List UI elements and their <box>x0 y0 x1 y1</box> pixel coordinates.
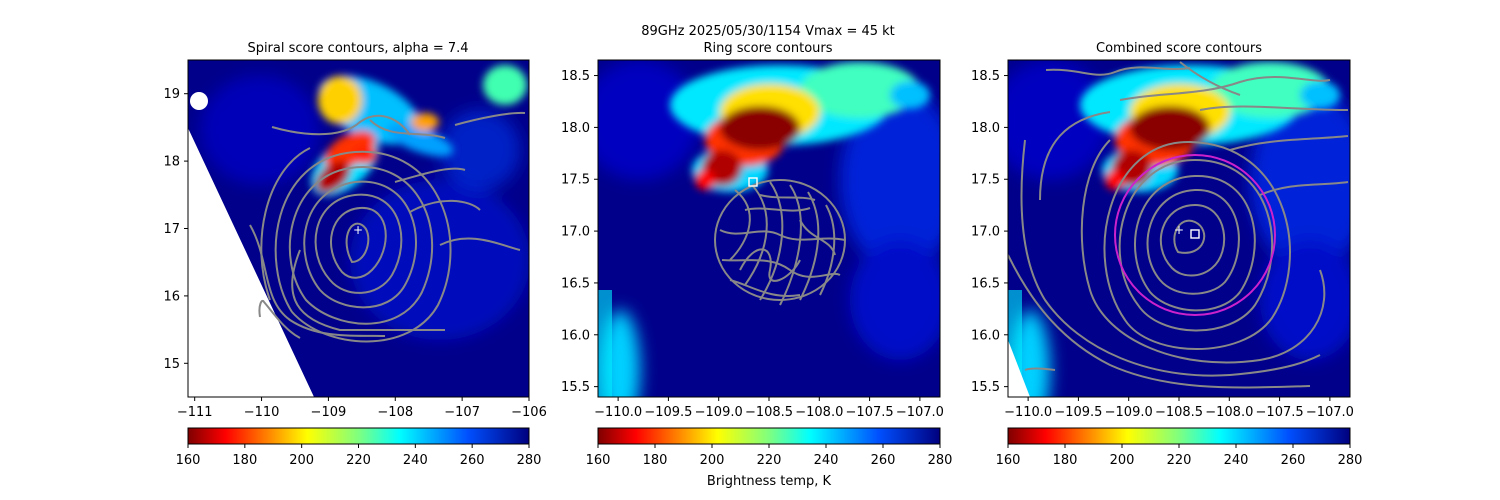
rmw-circle <box>1114 154 1276 316</box>
y-tick-label: 17.5 <box>561 173 590 188</box>
colorbar-tick-label: 160 <box>176 453 201 468</box>
x-tick-label: −111 <box>177 405 213 420</box>
colorbar-tick-label: 160 <box>586 453 611 468</box>
colorbar-tick-label: 200 <box>1110 453 1135 468</box>
x-tick-label: −107.5 <box>1256 405 1304 420</box>
colorbar-tick-label: 260 <box>871 453 896 468</box>
y-tick-label: 18.0 <box>971 121 1000 136</box>
colorbar-tick-label: 260 <box>1281 453 1306 468</box>
colorbar-label: Brightness temp, K <box>707 474 832 489</box>
x-tick-label: −107 <box>444 405 480 420</box>
x-tick-label: −107.5 <box>846 405 894 420</box>
y-tick-label: 16.0 <box>561 328 590 343</box>
y-tick-label: 15 <box>163 357 180 372</box>
panel-3-field: + <box>1008 60 1350 397</box>
ring-square-marker <box>748 177 758 187</box>
y-tick-label: 18.0 <box>561 121 590 136</box>
colorbar-tick-label: 240 <box>403 453 428 468</box>
x-tick-label: −110 <box>244 405 280 420</box>
x-tick-label: −108 <box>377 405 413 420</box>
y-tick-label: 17.5 <box>971 173 1000 188</box>
panel-3-colorbar: 160 180 200 220 240 260 280 <box>996 427 1363 468</box>
colorbar-tick-label: 180 <box>643 453 668 468</box>
y-tick-label: 16.5 <box>971 276 1000 291</box>
y-tick-label: 15.5 <box>561 380 590 395</box>
y-tick-label: 18.5 <box>561 69 590 84</box>
x-tick-label: −107.0 <box>896 405 944 420</box>
x-tick-label: −108.0 <box>795 405 843 420</box>
panel-2-title: Ring score contours <box>703 41 832 56</box>
x-tick-label: −109.0 <box>695 405 743 420</box>
y-tick-label: 18 <box>163 155 180 170</box>
colorbar-tick-label: 240 <box>814 453 839 468</box>
colorbar-tick-label: 180 <box>232 453 257 468</box>
figure-suptitle: 89GHz 2025/05/30/1154 Vmax = 45 kt <box>641 24 895 39</box>
colorbar-tick-label: 220 <box>1167 453 1192 468</box>
y-tick-label: 17.0 <box>971 225 1000 240</box>
colorbar-tick-label: 220 <box>757 453 782 468</box>
panel-1-field: + <box>188 60 529 397</box>
y-tick-label: 16.5 <box>561 276 590 291</box>
colorbar-tick-label: 200 <box>700 453 725 468</box>
panel-1-title: Spiral score contours, alpha = 7.4 <box>247 41 468 56</box>
colorbar-tick-label: 180 <box>1053 453 1078 468</box>
spiral-contours <box>249 111 526 343</box>
x-tick-label: −110.0 <box>594 405 642 420</box>
panel-3-title: Combined score contours <box>1096 41 1262 56</box>
colorbar-tick-label: 280 <box>928 453 953 468</box>
colorbar-tick-label: 160 <box>996 453 1021 468</box>
combined-square-marker <box>1190 229 1200 239</box>
y-tick-label: 18.5 <box>971 69 1000 84</box>
x-tick-label: −107.0 <box>1306 405 1354 420</box>
panel-ring: Ring score contours <box>561 41 953 489</box>
x-tick-label: −110.0 <box>1004 405 1052 420</box>
x-tick-label: −106 <box>511 405 547 420</box>
colorbar-tick-label: 200 <box>289 453 314 468</box>
center-marker: + <box>353 223 363 237</box>
colorbar-tick-label: 260 <box>460 453 485 468</box>
panel-2-colorbar: 160 180 200 220 240 260 280 Brightness temp, K <box>586 427 953 489</box>
panel-1-axes: −111 −110 −109 −108 −107 −106 15 16 17 18 19 <box>163 87 546 420</box>
colorbar-tick-label: 280 <box>517 453 542 468</box>
x-tick-label: −108.5 <box>1155 405 1203 420</box>
panel-combined: Combined score contours <box>971 41 1363 468</box>
y-tick-label: 19 <box>163 87 180 102</box>
x-tick-label: −109.0 <box>1105 405 1153 420</box>
panel-2-field <box>598 60 940 397</box>
x-tick-label: −109 <box>311 405 347 420</box>
panel-2-axes: −110.0 −109.5 −109.0 −108.5 −108.0 −107.5 −107… <box>561 69 944 420</box>
x-tick-label: −108.5 <box>745 405 793 420</box>
center-marker: + <box>1174 223 1184 237</box>
panel-spiral: Spiral score contours, alpha = 7.4 <box>163 41 546 468</box>
colorbar-tick-label: 280 <box>1338 453 1363 468</box>
y-tick-label: 17.0 <box>561 225 590 240</box>
combined-contours <box>1008 61 1349 389</box>
panel-3-axes: −110.0 −109.5 −109.0 −108.5 −108.0 −107.5 −107… <box>971 69 1354 420</box>
y-tick-label: 17 <box>163 222 180 237</box>
x-tick-label: −109.5 <box>1054 405 1102 420</box>
panel-1-colorbar: 160 180 200 220 240 260 280 <box>176 427 542 468</box>
y-tick-label: 16.0 <box>971 328 1000 343</box>
x-tick-label: −108.0 <box>1205 405 1253 420</box>
y-tick-label: 16 <box>163 289 180 304</box>
x-tick-label: −109.5 <box>644 405 692 420</box>
colorbar-tick-label: 240 <box>1224 453 1249 468</box>
y-tick-label: 15.5 <box>971 380 1000 395</box>
colorbar-tick-label: 220 <box>346 453 371 468</box>
ring-contours <box>714 179 846 306</box>
